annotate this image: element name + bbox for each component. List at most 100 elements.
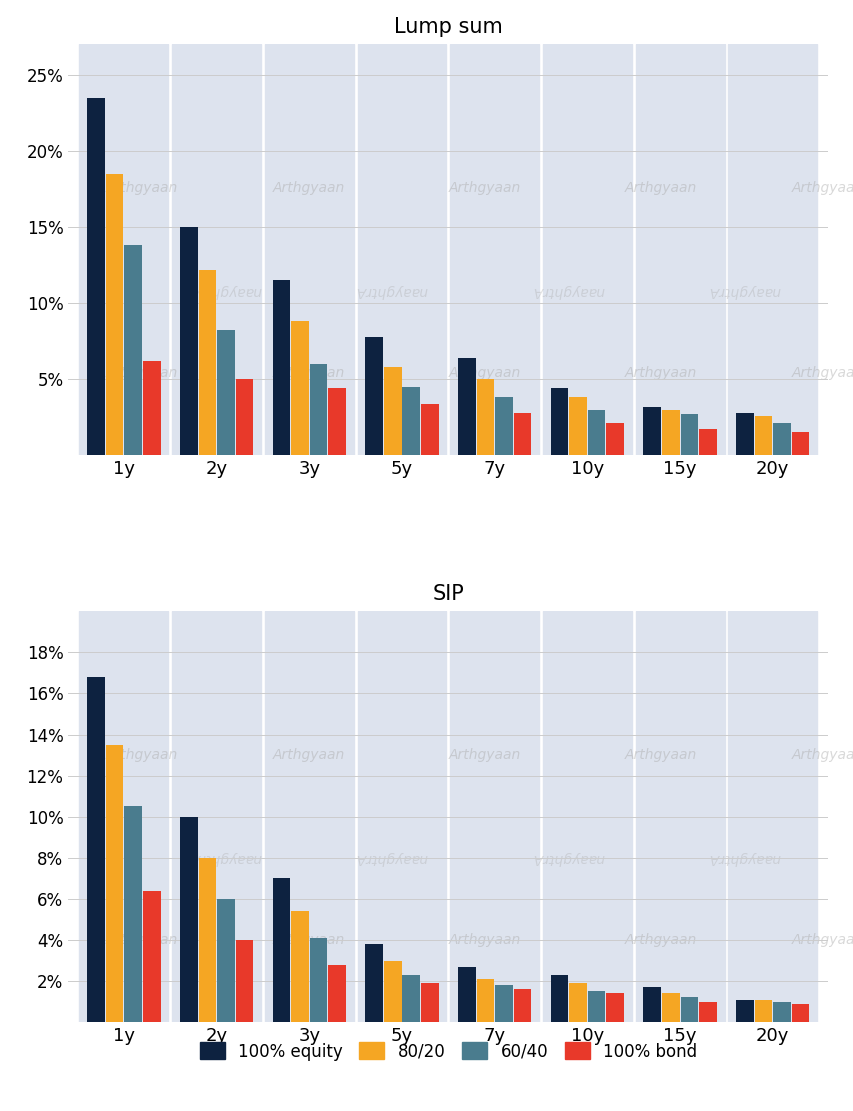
Text: Arthgyaan: Arthgyaan [791,366,853,380]
Bar [642,988,660,1022]
Text: naayghtrA: naayghtrA [707,284,780,298]
Bar [198,270,216,456]
Bar [791,1003,809,1022]
Bar [106,173,124,456]
Bar [754,1000,771,1022]
Bar [606,993,624,1022]
Bar [543,44,631,456]
Bar [587,991,605,1022]
Bar [198,858,216,1022]
Bar [772,423,790,456]
Text: Arthgyaan: Arthgyaan [105,748,177,762]
Bar [450,44,538,456]
Bar [543,611,631,1022]
Bar [365,944,382,1022]
Text: naayghtrA: naayghtrA [355,851,427,864]
Bar [217,899,235,1022]
Bar [87,98,105,456]
Bar [728,44,816,456]
Bar [661,993,679,1022]
Bar [180,817,197,1022]
Bar [495,398,512,456]
Bar [680,998,698,1022]
Bar [180,227,197,456]
Bar [272,879,290,1022]
Title: Lump sum: Lump sum [393,18,502,38]
Bar [264,611,353,1022]
Text: naayghtrA: naayghtrA [531,284,603,298]
Bar [79,611,168,1022]
Bar [328,964,345,1022]
Bar [450,611,538,1022]
Bar [476,379,494,456]
Bar [357,611,446,1022]
Bar [142,891,160,1022]
Text: Arthgyaan: Arthgyaan [791,181,853,196]
Bar [235,940,253,1022]
Bar [272,280,290,456]
Bar [125,246,142,456]
Text: naayghtrA: naayghtrA [355,284,427,298]
Bar [384,961,401,1022]
Bar [728,611,816,1022]
Bar [357,44,446,456]
Bar [310,364,327,456]
Text: Arthgyaan: Arthgyaan [448,366,520,380]
Text: Arthgyaan: Arthgyaan [624,181,696,196]
Text: Arthgyaan: Arthgyaan [272,933,344,947]
Bar [550,974,568,1022]
Text: Arthgyaan: Arthgyaan [272,748,344,762]
Bar [550,388,568,456]
Bar [735,1000,753,1022]
Bar [606,423,624,456]
Bar [791,432,809,456]
Text: Arthgyaan: Arthgyaan [624,748,696,762]
Bar [291,321,309,456]
Bar [457,358,475,456]
Text: Arthgyaan: Arthgyaan [272,366,344,380]
Bar [172,611,261,1022]
Text: naayghtrA: naayghtrA [707,851,780,864]
Bar [457,967,475,1022]
Bar [569,398,586,456]
Legend: 100% equity, 80/20, 60/40, 100% bond: 100% equity, 80/20, 60/40, 100% bond [193,1035,703,1068]
Title: SIP: SIP [432,584,464,604]
Bar [754,416,771,456]
Bar [235,379,253,456]
Text: Arthgyaan: Arthgyaan [791,748,853,762]
Bar [421,983,438,1022]
Bar [514,989,531,1022]
Bar [264,44,353,456]
Bar [735,412,753,456]
Bar [661,410,679,456]
Text: Arthgyaan: Arthgyaan [105,181,177,196]
Text: Arthgyaan: Arthgyaan [791,933,853,947]
Bar [291,911,309,1022]
Bar [680,414,698,456]
Text: Arthgyaan: Arthgyaan [448,181,520,196]
Text: naayghtrA: naayghtrA [189,284,261,298]
Text: Arthgyaan: Arthgyaan [105,366,177,380]
Bar [476,979,494,1022]
Bar [699,429,716,456]
Text: Arthgyaan: Arthgyaan [624,366,696,380]
Bar [217,330,235,456]
Bar [402,974,420,1022]
Bar [699,1002,716,1022]
Bar [142,361,160,456]
Text: Arthgyaan: Arthgyaan [448,748,520,762]
Bar [495,985,512,1022]
Bar [310,938,327,1022]
Bar [772,1002,790,1022]
Bar [328,388,345,456]
Bar [384,367,401,456]
Bar [514,412,531,456]
Bar [125,807,142,1022]
Bar [635,611,723,1022]
Bar [79,44,168,456]
Bar [642,407,660,456]
Text: Arthgyaan: Arthgyaan [448,933,520,947]
Bar [172,44,261,456]
Text: Arthgyaan: Arthgyaan [272,181,344,196]
Bar [635,44,723,456]
